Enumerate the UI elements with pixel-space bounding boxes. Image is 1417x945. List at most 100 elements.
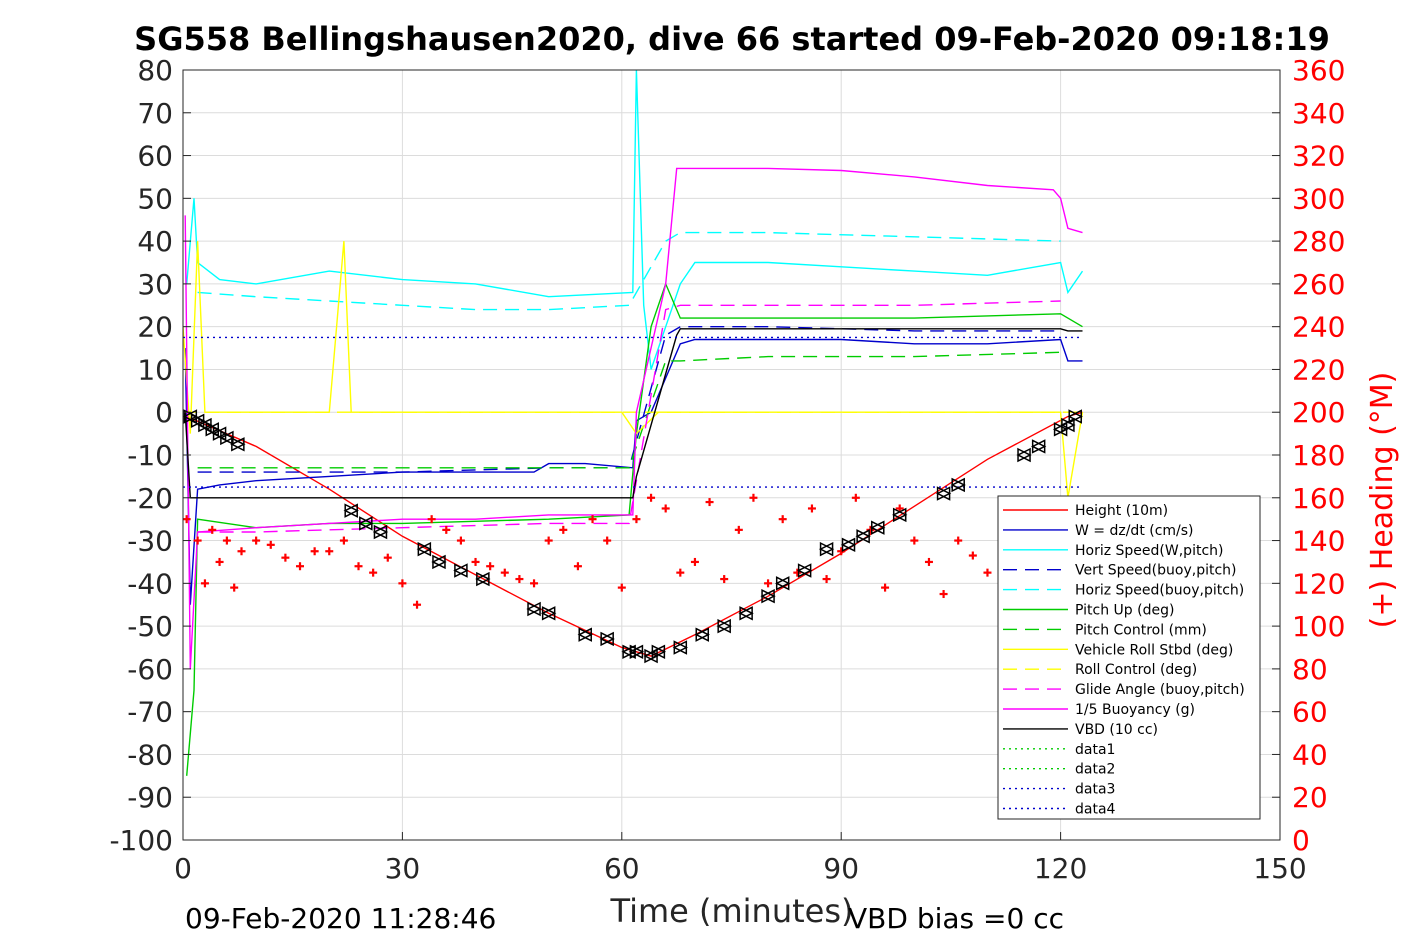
heading-point <box>215 557 224 566</box>
heading-point <box>588 515 597 524</box>
gps-marker <box>672 640 688 655</box>
heading-point <box>237 547 246 556</box>
heading-point <box>705 498 714 507</box>
heading-point <box>837 547 846 556</box>
gps-marker <box>453 563 469 578</box>
heading-point <box>193 536 202 545</box>
gps-marker <box>343 503 359 518</box>
left-tick-label: 40 <box>137 225 173 258</box>
heading-point <box>924 557 933 566</box>
right-tick-label: 260 <box>1292 268 1345 301</box>
heading-point <box>252 536 261 545</box>
left-tick-label: 10 <box>137 353 173 386</box>
legend-label: Vehicle Roll Stbd (deg) <box>1075 642 1233 658</box>
footer-timestamp: 09-Feb-2020 11:28:46 <box>185 902 496 935</box>
right-tick-label: 20 <box>1292 781 1328 814</box>
heading-point <box>310 547 319 556</box>
heading-point <box>720 575 729 584</box>
heading-point <box>690 557 699 566</box>
heading-point <box>603 536 612 545</box>
heading-point <box>413 600 422 609</box>
legend-label: data1 <box>1075 742 1115 758</box>
legend-entry: Vert Speed(buoy,pitch) <box>1003 563 1237 579</box>
right-axis-label: (+) Heading (°M) <box>1365 372 1400 629</box>
legend-label: Pitch Up (deg) <box>1075 603 1174 619</box>
heading-point <box>807 504 816 513</box>
left-tick-label: -20 <box>127 482 173 515</box>
x-tick-label: 30 <box>385 852 421 885</box>
legend-entry: data1 <box>1003 742 1115 758</box>
x-axis: 0 30 60 90 120 150 <box>174 832 1307 885</box>
right-tick-label: 200 <box>1292 396 1345 429</box>
gps-marker <box>1030 439 1047 454</box>
gps-marker <box>577 627 593 642</box>
legend-entry: Roll Control (deg) <box>1003 662 1197 678</box>
legend-entry: 1/5 Buoyancy (g) <box>1003 702 1195 718</box>
heading-point <box>632 515 641 524</box>
heading-point <box>183 515 191 524</box>
heading-point <box>398 579 407 588</box>
left-tick-label: 30 <box>137 268 173 301</box>
heading-point <box>208 525 217 534</box>
legend-label: Height (10m) <box>1075 503 1168 519</box>
legend-entry: Pitch Up (deg) <box>1003 603 1174 619</box>
left-axis: 80 70 60 50 40 30 20 10 0 -10 -20 -30 -40 -50 -60 -70 -8… <box>109 54 191 857</box>
right-tick-label: 0 <box>1292 824 1310 857</box>
right-tick-label: 160 <box>1292 482 1345 515</box>
gps-marker <box>1060 417 1076 433</box>
heading-point <box>471 557 480 566</box>
x-tick-label: 150 <box>1253 852 1306 885</box>
left-tick-label: -90 <box>127 781 173 814</box>
gps-marker <box>230 437 246 452</box>
heading-point <box>325 547 334 556</box>
gps-marker <box>775 576 791 591</box>
right-tick-label: 140 <box>1292 525 1345 558</box>
right-tick-label: 180 <box>1292 439 1345 472</box>
heading-point <box>354 562 363 571</box>
left-tick-label: 20 <box>137 311 173 344</box>
x-tick-label: 90 <box>823 852 859 885</box>
gps-marker <box>716 618 732 634</box>
right-tick-label: 300 <box>1292 182 1345 215</box>
legend-label: Horiz Speed(W,pitch) <box>1075 543 1223 559</box>
gps-marker <box>738 606 754 621</box>
gps-marker <box>892 507 908 523</box>
heading-point <box>442 525 451 534</box>
gps-marker <box>628 644 645 659</box>
series-layer <box>183 70 1084 776</box>
legend-entry: Pitch Control (mm) <box>1003 622 1207 638</box>
heading-point <box>222 536 231 545</box>
gps-marker <box>358 516 374 531</box>
left-tick-label: 50 <box>137 182 173 215</box>
heading-point <box>881 583 890 592</box>
plot-area <box>183 70 1084 776</box>
heading-point <box>661 504 670 513</box>
series-pitch-control-mm <box>197 351 1061 469</box>
legend-label: Glide Angle (buoy,pitch) <box>1075 682 1245 698</box>
legend-entry: data3 <box>1003 782 1115 798</box>
heading-point <box>676 568 685 577</box>
series-pitch-up-deg <box>186 281 1083 776</box>
gps-marker <box>540 606 557 621</box>
right-tick-label: 220 <box>1292 353 1345 386</box>
gps-marker <box>694 627 710 642</box>
legend-entry: data2 <box>1003 762 1115 778</box>
heading-point <box>910 536 919 545</box>
legend-label: Roll Control (deg) <box>1075 662 1197 678</box>
heading-point <box>734 525 743 534</box>
heading-point <box>427 515 436 524</box>
series-glide-angle-buoy-pitch <box>197 300 1061 533</box>
legend-label: data4 <box>1075 802 1116 818</box>
heading-point <box>778 515 787 524</box>
x-tick-label: 60 <box>604 852 640 885</box>
left-tick-label: -40 <box>127 567 173 600</box>
left-tick-label: -30 <box>127 525 173 558</box>
gps-marker <box>760 588 776 604</box>
series-horiz-speed-buoy-pitch <box>197 231 1061 311</box>
left-tick-label: -10 <box>127 439 173 472</box>
legend-label: Vert Speed(buoy,pitch) <box>1075 563 1237 579</box>
gps-marker <box>372 524 389 540</box>
gps-marker <box>1067 409 1083 424</box>
heading-point <box>647 493 656 502</box>
